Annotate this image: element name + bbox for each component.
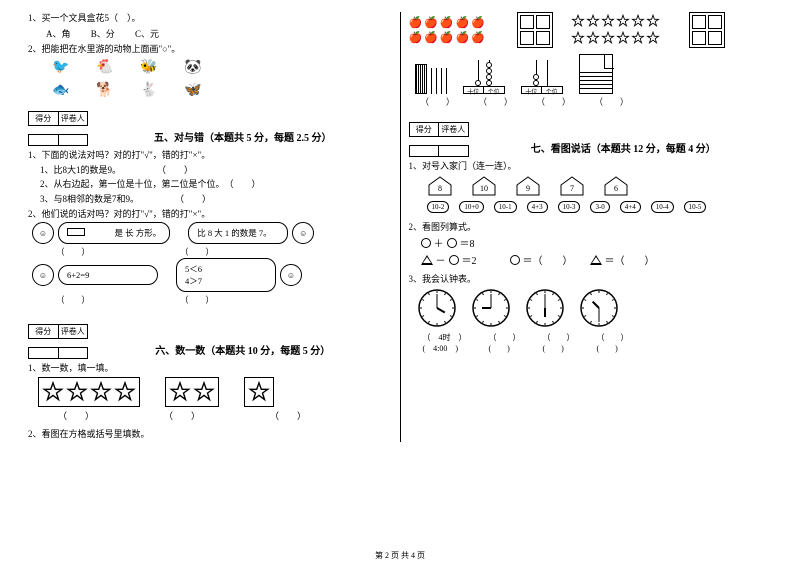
triangle-icon <box>590 255 602 265</box>
opt-b: B、分 <box>91 29 115 39</box>
section7-title: 七、看图说话（本题共 12 分，每题 4 分） <box>475 140 773 155</box>
starcluster <box>571 14 671 47</box>
s7-q3: 3、我会认钟表。 <box>409 273 773 286</box>
s7-q2: 2、看图列算式。 <box>409 221 773 234</box>
paren-r2: （ ）（ ） <box>28 294 392 306</box>
face-icon: ☺ <box>292 222 314 244</box>
starbox-2 <box>165 377 219 407</box>
face-icon: ☺ <box>32 222 54 244</box>
grid-icon <box>689 12 725 48</box>
abacus-row: 十位个位 十位个位 <box>409 54 773 94</box>
s5-l3: 3、与8相邻的数是7和9。 <box>40 194 135 204</box>
sticks-icon <box>415 64 447 94</box>
svg-text:8: 8 <box>438 184 442 193</box>
grader-label: 评卷人 <box>59 325 88 338</box>
face-icon: ☺ <box>32 264 54 286</box>
animals-row1: 🐦 🐔 🐝 🐼 <box>28 57 392 77</box>
svg-text:6: 6 <box>614 184 618 193</box>
q1-options: A、角 B、分 C、元 <box>28 27 392 40</box>
abacus-parens: （ ）（ ）（ ）（ ） <box>409 96 773 108</box>
q1-text: 1、买一个文具盒花5（ ）。 <box>28 12 392 25</box>
bubble4: 5＜6 4＞7 <box>176 258 276 292</box>
rabbit-icon: 🐇 <box>136 80 162 100</box>
eq2: － ＝2 ＝（ ） ＝（ ） <box>409 252 773 267</box>
right-column: 🍎🍎🍎🍎🍎🍎🍎🍎🍎🍎 十位个位 十位个位 （ ）（ ）（ ）（ ） 得分评卷人 … <box>401 12 781 442</box>
abacus-1: 十位个位 <box>463 58 505 94</box>
score-box: 得分评卷人 <box>28 103 88 149</box>
bird-icon: 🐦 <box>48 57 74 77</box>
building-icon <box>579 54 613 94</box>
animals-row2: 🐟 🐕 🐇 🦋 <box>28 80 392 100</box>
clocks-row <box>409 288 773 328</box>
svg-text:9: 9 <box>526 184 530 193</box>
bubble1: 是 长 方形。 <box>58 222 170 244</box>
circle-icon <box>510 255 520 265</box>
speech2: ☺ 6+2=9 5＜6 4＞7 ☺ <box>28 258 392 292</box>
left-column: 1、买一个文具盒花5（ ）。 A、角 B、分 C、元 2、把能把在水里游的动物上… <box>20 12 401 442</box>
opt-c: C、元 <box>135 29 159 39</box>
score-label: 得分 <box>29 112 59 125</box>
s5-intro: 1、下面的说法对吗？对的打"√"，错的打"×"。 <box>28 149 392 162</box>
circle-icon <box>449 255 459 265</box>
bubble3: 6+2=9 <box>58 265 158 285</box>
svg-text:7: 7 <box>570 184 574 193</box>
score-box: 得分评卷人 <box>28 316 88 362</box>
fish-icon: 🐟 <box>48 80 74 100</box>
starbox-1 <box>244 377 274 407</box>
stars-row <box>28 377 392 407</box>
bubble2: 比 8 大 1 的数是 7。 <box>188 222 288 244</box>
clock-labels: （ 4时 ）( 4:00 ) （ ）( ) （ ）( ) （ ）( ) <box>409 332 773 354</box>
s7-q1: 1、对号入家门（连一连）。 <box>409 160 773 173</box>
s6-q1: 1、数一数，填一填。 <box>28 362 392 375</box>
s5-l1: 1、比8大1的数是9。 <box>40 165 117 175</box>
face-icon: ☺ <box>280 264 302 286</box>
s6-q2: 2、看图在方格或括号里填数。 <box>28 428 392 441</box>
clouds: 10-210+010-14+310-33-04+410-410-5 <box>409 201 773 213</box>
footer: 第 2 页 共 4 页 <box>0 550 800 561</box>
top-apples-stars: 🍎🍎🍎🍎🍎🍎🍎🍎🍎🍎 <box>409 12 773 48</box>
speech1: ☺ 是 长 方形。 比 8 大 1 的数是 7。 ☺ <box>28 222 392 244</box>
triangle-icon <box>421 255 433 265</box>
score-label: 得分 <box>410 123 440 136</box>
star-parens: （ ）（ ）（ ） <box>28 409 392 422</box>
score-box: 得分评卷人 <box>409 114 469 160</box>
svg-text:10: 10 <box>480 184 488 193</box>
circle-icon <box>421 238 431 248</box>
panda-icon: 🐼 <box>180 57 206 77</box>
circle-icon <box>447 238 457 248</box>
s5-l2: 2、从右边起，第一位是十位，第二位是个位。 <box>40 179 220 189</box>
apples: 🍎🍎🍎🍎🍎🍎🍎🍎🍎🍎 <box>409 16 499 44</box>
eq1: ＋ ＝8 <box>409 235 773 250</box>
grid-icon <box>517 12 553 48</box>
clock-label-1a: （ 4时 ） <box>423 332 467 343</box>
grader-label: 评卷人 <box>59 112 88 125</box>
paren-r1: （ ）（ ） <box>28 246 392 258</box>
opt-a: A、角 <box>46 29 71 39</box>
dog-icon: 🐕 <box>92 80 118 100</box>
score-label: 得分 <box>29 325 59 338</box>
butterfly-icon: 🦋 <box>180 80 206 100</box>
s5-lines: 1、比8大1的数是9。 （ ） 2、从右边起，第一位是十位，第二位是个位。 （ … <box>28 164 392 206</box>
starbox-4 <box>38 377 140 407</box>
page: 1、买一个文具盒花5（ ）。 A、角 B、分 C、元 2、把能把在水里游的动物上… <box>0 0 800 450</box>
bee-icon: 🐝 <box>136 57 162 77</box>
abacus-2: 十位个位 <box>521 58 563 94</box>
chicken-icon: 🐔 <box>92 57 118 77</box>
section5-title: 五、对与错（本题共 5 分，每题 2.5 分） <box>94 129 392 144</box>
s5-intro2: 2、他们说的话对吗？对的打"√"，错的打"×"。 <box>28 208 392 221</box>
q2-text: 2、把能把在水里游的动物上面画"○"。 <box>28 43 392 56</box>
houses: 8 10 9 7 6 <box>409 175 773 197</box>
section6-title: 六、数一数（本题共 10 分，每题 5 分） <box>94 342 392 357</box>
grader-label: 评卷人 <box>439 123 468 136</box>
clock-label-1b: ( 4:00 ) <box>423 343 467 354</box>
